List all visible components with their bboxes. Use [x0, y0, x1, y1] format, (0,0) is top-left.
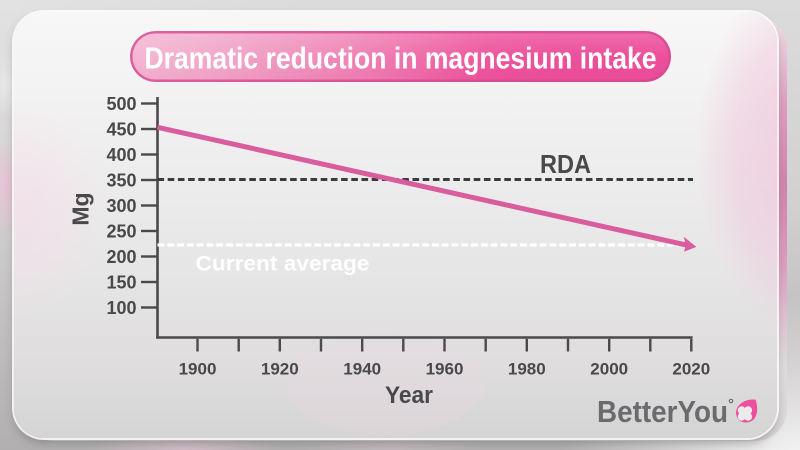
svg-text:Current average: Current average — [196, 252, 370, 276]
svg-text:500: 500 — [106, 94, 136, 114]
svg-text:2020: 2020 — [672, 360, 710, 379]
svg-text:1960: 1960 — [426, 360, 464, 379]
svg-text:1920: 1920 — [261, 360, 299, 379]
svg-text:150: 150 — [106, 273, 136, 293]
svg-text:1940: 1940 — [343, 360, 381, 379]
svg-text:RDA: RDA — [540, 149, 591, 179]
svg-text:1900: 1900 — [179, 360, 217, 379]
svg-text:Year: Year — [385, 382, 433, 409]
svg-text:450: 450 — [106, 120, 136, 140]
svg-text:100: 100 — [106, 298, 136, 318]
svg-text:Dramatic reduction in magnesiu: Dramatic reduction in magnesium intake — [145, 41, 657, 75]
svg-text:350: 350 — [106, 171, 136, 191]
svg-text:400: 400 — [106, 145, 136, 165]
svg-text:300: 300 — [106, 196, 136, 216]
svg-text:Mg: Mg — [68, 192, 94, 225]
svg-text:250: 250 — [106, 222, 136, 242]
svg-text:1980: 1980 — [508, 360, 546, 379]
svg-text:BetterYou: BetterYou — [597, 394, 728, 429]
svg-text:200: 200 — [106, 247, 136, 267]
svg-text:2000: 2000 — [590, 360, 628, 379]
